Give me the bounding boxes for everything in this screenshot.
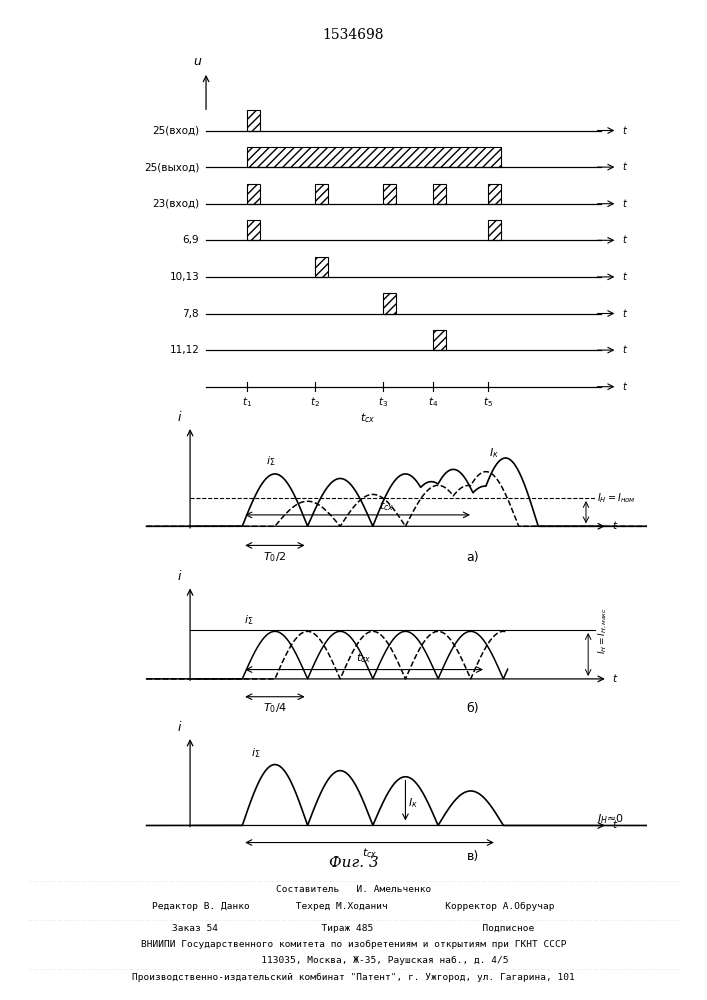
Bar bbox=[315, 257, 328, 277]
Text: t: t bbox=[622, 309, 626, 319]
Text: $I_к$: $I_к$ bbox=[408, 796, 418, 810]
Text: i: i bbox=[178, 411, 182, 424]
Text: $i_Σ$: $i_Σ$ bbox=[245, 613, 254, 627]
Text: t: t bbox=[612, 521, 617, 531]
Text: t: t bbox=[622, 272, 626, 282]
Text: Фиг. 3: Фиг. 3 bbox=[329, 856, 378, 870]
Text: 7,8: 7,8 bbox=[182, 309, 199, 319]
Text: u: u bbox=[194, 55, 201, 68]
Text: t: t bbox=[612, 820, 617, 830]
Text: $t_5$: $t_5$ bbox=[483, 395, 493, 409]
Text: 10,13: 10,13 bbox=[170, 272, 199, 282]
Text: Редактор В. Данко        Техред М.Ходанич          Корректор А.Обручар: Редактор В. Данко Техред М.Ходанич Корре… bbox=[152, 902, 555, 911]
Text: i: i bbox=[178, 721, 182, 734]
Text: 113035, Москва, Ж-35, Раушская наб., д. 4/5: 113035, Москва, Ж-35, Раушская наб., д. … bbox=[198, 956, 509, 965]
Bar bbox=[383, 184, 396, 204]
Text: $T_0/4$: $T_0/4$ bbox=[263, 701, 287, 715]
Text: $t_{cx}$: $t_{cx}$ bbox=[380, 499, 395, 513]
Text: $T_0/2$: $T_0/2$ bbox=[263, 550, 286, 564]
Bar bbox=[247, 147, 501, 167]
Text: 1534698: 1534698 bbox=[323, 28, 384, 42]
Text: $t_3$: $t_3$ bbox=[378, 395, 388, 409]
Text: t: t bbox=[622, 382, 626, 392]
Text: $t_{cx}$: $t_{cx}$ bbox=[360, 412, 375, 425]
Bar bbox=[433, 184, 446, 204]
Bar bbox=[488, 220, 501, 240]
Text: t: t bbox=[622, 345, 626, 355]
Text: 11,12: 11,12 bbox=[170, 345, 199, 355]
Text: i: i bbox=[178, 570, 182, 583]
Text: $t_{cx}$: $t_{cx}$ bbox=[362, 847, 378, 860]
Text: ВНИИПИ Государственного комитета по изобретениям и открытиям при ГКНТ СССР: ВНИИПИ Государственного комитета по изоб… bbox=[141, 940, 566, 949]
Text: $t_1$: $t_1$ bbox=[242, 395, 252, 409]
Bar bbox=[433, 330, 446, 350]
Text: $i_Σ$: $i_Σ$ bbox=[251, 746, 260, 760]
Text: t: t bbox=[622, 162, 626, 172]
Bar bbox=[247, 110, 259, 131]
Text: 6,9: 6,9 bbox=[182, 235, 199, 245]
Text: $I_к$: $I_к$ bbox=[489, 447, 499, 460]
Text: t: t bbox=[622, 126, 626, 136]
Text: t: t bbox=[622, 199, 626, 209]
Text: б): б) bbox=[467, 702, 479, 715]
Bar bbox=[247, 184, 259, 204]
Text: Составитель   И. Амельченко: Составитель И. Амельченко bbox=[276, 885, 431, 894]
Text: $t_{cx}$: $t_{cx}$ bbox=[356, 651, 372, 665]
Bar bbox=[315, 184, 328, 204]
Text: $I_H≈0$: $I_H≈0$ bbox=[597, 812, 624, 826]
Text: Заказ 54                  Тираж 485                   Подписное: Заказ 54 Тираж 485 Подписное bbox=[173, 924, 534, 933]
Bar bbox=[488, 184, 501, 204]
Bar bbox=[247, 220, 259, 240]
Text: в): в) bbox=[467, 850, 479, 863]
Text: 23(вход): 23(вход) bbox=[152, 199, 199, 209]
Text: $t_4$: $t_4$ bbox=[428, 395, 438, 409]
Text: $I_H=I_{ном}$: $I_H=I_{ном}$ bbox=[597, 491, 636, 505]
Text: t: t bbox=[622, 235, 626, 245]
Text: а): а) bbox=[467, 551, 479, 564]
Text: Производственно-издательский комбинат "Патент", г. Ужгород, ул. Гагарина, 101: Производственно-издательский комбинат "П… bbox=[132, 973, 575, 982]
Text: $I_H=I_{H,макс}$: $I_H=I_{H,макс}$ bbox=[597, 607, 609, 654]
Text: 25(выход): 25(выход) bbox=[144, 162, 199, 172]
Text: $i_Σ$: $i_Σ$ bbox=[267, 454, 276, 468]
Text: $t_2$: $t_2$ bbox=[310, 395, 320, 409]
Text: 25(вход): 25(вход) bbox=[152, 126, 199, 136]
Text: t: t bbox=[612, 674, 617, 684]
Bar bbox=[383, 293, 396, 314]
